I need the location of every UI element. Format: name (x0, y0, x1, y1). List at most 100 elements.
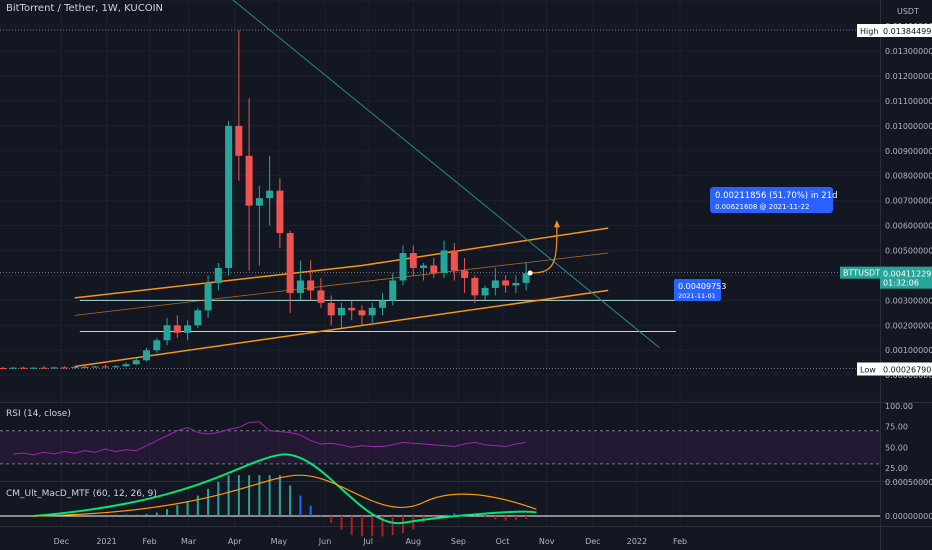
macd-signal-line (33, 474, 537, 517)
macd-bar (402, 516, 405, 533)
rsi-tick: 50.00 (885, 443, 908, 452)
candle-body (184, 325, 192, 333)
rsi-line (13, 421, 527, 456)
candle-body (337, 307, 345, 316)
macd-bar (258, 475, 261, 516)
candle-body (450, 250, 458, 271)
projection-start-dot (527, 270, 533, 276)
price-tick: 0.01300000 (885, 47, 932, 56)
high-tag-value: 0.01384499 (883, 27, 931, 36)
rsi-tick: 100.00 (885, 402, 913, 411)
channel-lower (74, 289, 609, 368)
candle-body (132, 360, 140, 365)
candle-body (245, 155, 253, 206)
candle-body (153, 340, 161, 351)
macd-bar (114, 514, 117, 516)
candle-body (71, 366, 79, 368)
candle-body (19, 367, 27, 369)
projection-path (530, 226, 558, 274)
macd-bar (443, 514, 446, 516)
candle-body (60, 367, 68, 369)
price-tick: 0.00700000 (885, 197, 932, 206)
macd-bar (268, 475, 271, 516)
price-tick: 0.01200000 (885, 72, 932, 81)
candle-body (440, 250, 448, 273)
macd-bar (309, 505, 312, 516)
candle-body (327, 302, 335, 316)
macd-bar (207, 488, 210, 516)
low-label: Low (860, 366, 876, 375)
macd-bar (391, 516, 394, 536)
macd-bar (135, 514, 138, 516)
candle-body (502, 280, 510, 286)
time-tick: Feb (673, 537, 687, 546)
last-price-bg (880, 266, 932, 289)
candle-body (522, 273, 530, 283)
time-tick: May (271, 537, 288, 546)
price-tick: 0.00200000 (885, 321, 932, 330)
candle-body (491, 280, 499, 288)
price-tick: 0.00100000 (885, 346, 932, 355)
macd-bar (453, 513, 456, 516)
candle-body (173, 325, 181, 333)
projection-change-text: 0.00211856 (51.70%) in 21d (715, 191, 837, 201)
macd-bar (124, 514, 127, 516)
macd-bar (432, 516, 435, 519)
candle-body (389, 280, 397, 301)
candle-body (50, 367, 58, 369)
candle-body (40, 367, 48, 369)
candle-body (9, 367, 17, 369)
candle-body (235, 125, 243, 156)
macd-bar (145, 513, 148, 516)
candle-body (81, 366, 89, 368)
time-tick: Mar (181, 537, 197, 546)
macd-bar (484, 516, 487, 518)
price-axis-currency: USDT (897, 7, 919, 16)
price-tick: 0.01000000 (885, 122, 932, 131)
candle-body (378, 300, 386, 308)
trendline (232, 0, 660, 349)
rsi-title[interactable]: RSI (14, close) (6, 409, 71, 419)
time-tick: 2021 (96, 537, 116, 546)
macd-bar (278, 475, 281, 516)
candle-body (122, 364, 130, 367)
time-tick: Nov (539, 537, 555, 546)
candle-body (91, 366, 99, 368)
symbol-title[interactable]: BitTorrent / Tether, 1W, KUCOIN (6, 3, 163, 14)
macd-bar (360, 516, 363, 537)
macd-bar (289, 485, 292, 516)
macd-bar (155, 512, 158, 516)
time-tick: Jun (318, 537, 332, 546)
current-price-text: 0.00409753 (678, 282, 726, 291)
price-tick: 0.00000000 (885, 371, 932, 380)
candle-body (163, 325, 171, 341)
macd-bar (525, 516, 528, 519)
rsi-band (0, 430, 880, 464)
candle-body (276, 190, 284, 234)
macd-bar (494, 516, 497, 520)
price-tick: 0.00800000 (885, 172, 932, 181)
channel-mid (74, 252, 609, 316)
current-date-text: 2021-11-01 (678, 292, 716, 300)
macd-bar (330, 516, 333, 523)
low-tag-value: 0.00026790 (883, 366, 931, 375)
price-tick: 0.00300000 (885, 296, 932, 305)
candle-body (101, 366, 109, 368)
rsi-tick: 75.00 (885, 423, 908, 432)
candle-body (204, 282, 212, 311)
time-axis[interactable]: Dec 2021 Feb Mar Apr May Jun Jul Aug Sep Oct Nov Dec… (54, 537, 688, 546)
time-tick: Dec (585, 537, 600, 546)
candle-body (481, 287, 489, 296)
price-tick: 0.01100000 (885, 97, 932, 106)
candle-body (255, 198, 263, 206)
time-tick: Feb (143, 537, 157, 546)
candle-body (420, 265, 428, 268)
macd-bar (196, 495, 199, 516)
candle-body (348, 307, 356, 311)
price-axis[interactable]: 0.014000000.013000000.012000000.01100000… (840, 7, 932, 380)
macd-title[interactable]: CM_Ult_MacD_MTF (60, 12, 26, 9) (6, 489, 157, 499)
candle-body (266, 190, 274, 199)
rsi-tick: 25.00 (885, 464, 908, 473)
